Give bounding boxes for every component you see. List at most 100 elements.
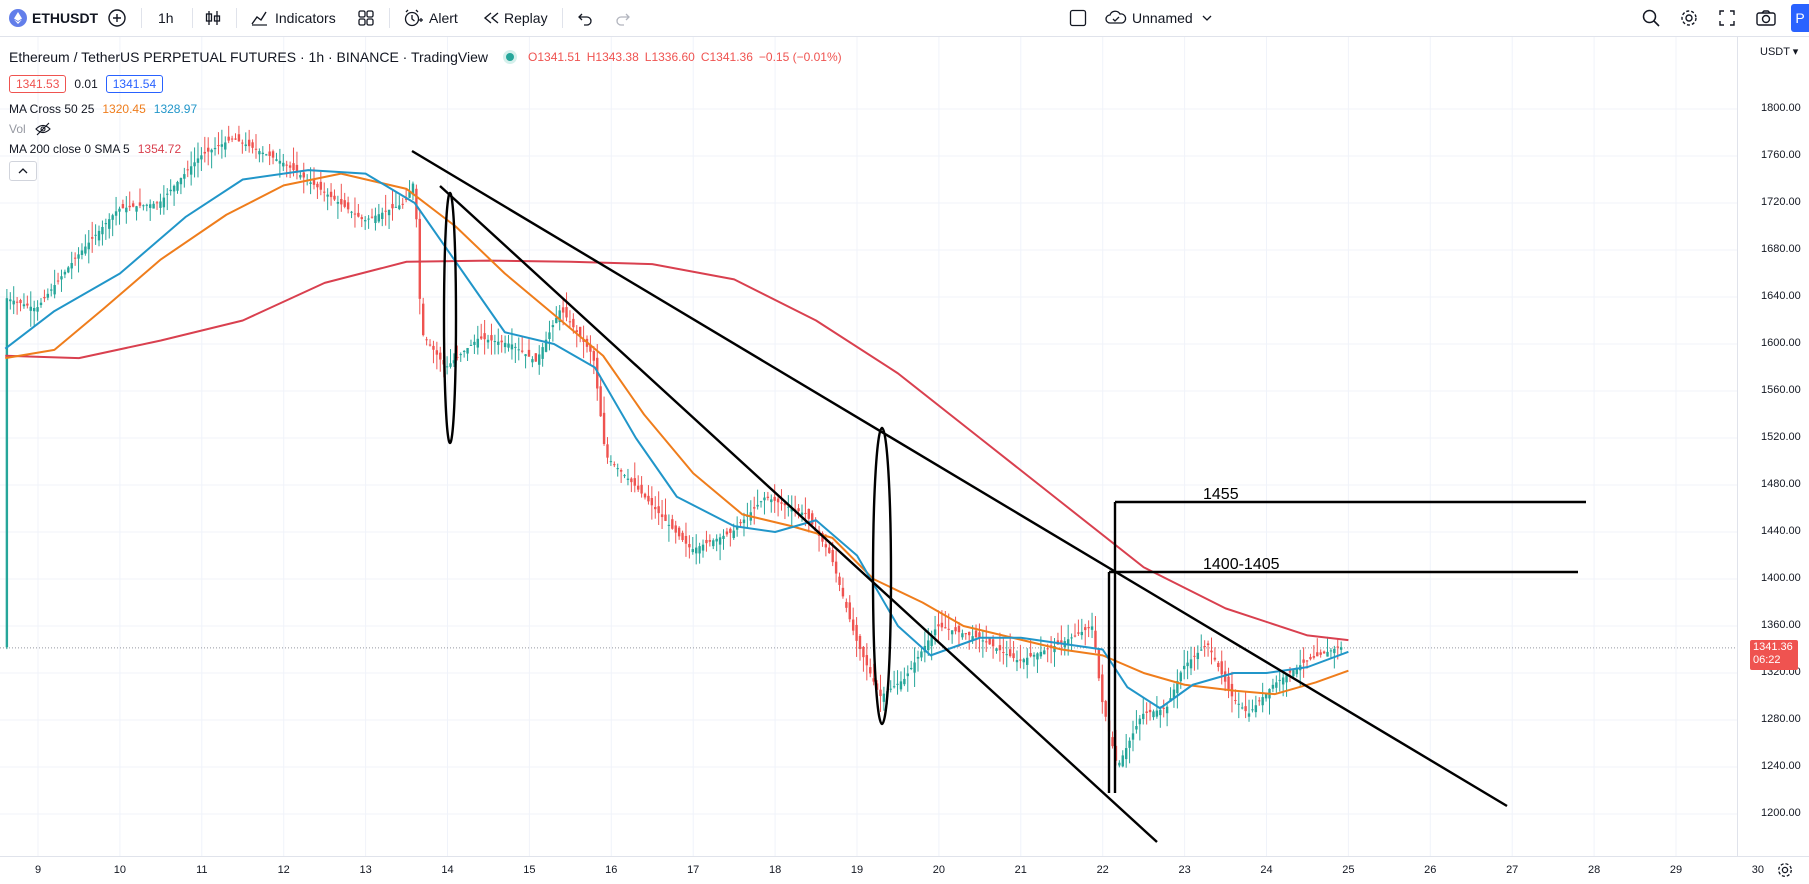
candle-body [1111,737,1114,747]
rewind-icon [483,12,499,24]
candle-body [640,484,643,494]
candle-body [735,526,739,530]
toolbar-divider [192,8,193,28]
volume-legend[interactable]: Vol [9,119,842,139]
candle-body [53,285,56,295]
candle-body [374,215,377,224]
candle-body [172,185,176,192]
candle-body [135,206,138,212]
alert-button[interactable]: Alert [402,0,458,36]
settings-button[interactable] [1679,0,1699,36]
trend-line-upper [411,149,1508,808]
candle-body [108,219,111,229]
eye-hidden-icon[interactable] [34,122,52,136]
candle-body [797,508,800,512]
candle-body [73,257,77,259]
candle-body [664,514,667,521]
candle-body [1124,748,1128,760]
redo-button[interactable] [614,0,632,36]
price-chart[interactable]: 1455 1400-1405 [0,37,1759,860]
candle-body [1309,656,1312,660]
price-tick-label: 1560.00 [1761,384,1801,396]
snapshot-button[interactable] [1755,0,1777,36]
publish-button[interactable]: P [1791,4,1809,32]
candle-body [933,629,937,636]
candle-body [90,237,94,239]
candle-body [394,206,398,208]
currency-selector[interactable]: USDT ▾ [1760,46,1799,58]
search-icon [1642,9,1660,27]
candle-body [87,242,90,250]
candle-body [295,164,299,173]
indicators-button[interactable]: Indicators [249,0,336,36]
level-label-1455: 1455 [1203,486,1239,503]
symbol-title: Ethereum / TetherUS PERPETUAL FUTURES · … [9,49,489,65]
candle-body [964,633,967,635]
compare-add-button[interactable] [107,0,127,36]
undo-button[interactable] [576,0,594,36]
candle-body [985,641,988,643]
candle-body [271,151,275,158]
ma200-legend[interactable]: MA 200 close 0 SMA 5 1354.72 [9,139,842,159]
candle-body [1234,700,1237,702]
candle-body [70,263,73,269]
candle-body [346,202,350,210]
price-tick-label: 1240.00 [1761,760,1801,772]
candle-body [299,175,302,178]
candle-body [855,624,858,641]
candle-body [193,162,196,167]
sell-button[interactable]: 1341.53 [9,75,67,93]
candle-body [1012,653,1015,659]
candle-body [1077,632,1080,634]
candle-body [1162,707,1165,709]
candle-body [432,345,435,350]
candle-body [712,540,715,547]
candle-body [845,601,848,608]
time-scale[interactable]: 9 10 11 12 13 14 15 16 17 18 19 20 21 22 23 24 25 26 27 28 2… [0,856,1809,884]
candle-body [510,344,514,350]
candle-body [1258,700,1261,702]
level-label-1400-1405: 1400-1405 [1203,556,1280,573]
candle-body [974,630,978,638]
ma-fast-line [4,169,1349,710]
buy-button[interactable]: 1341.54 [105,75,164,93]
candle-body [773,496,776,501]
gear-icon[interactable] [1776,861,1794,879]
layout-checkbox[interactable] [1068,0,1088,36]
candle-body [1066,639,1070,644]
layout-name-button[interactable]: Unnamed [1104,0,1215,36]
replay-button[interactable]: Replay [482,0,548,36]
candle-body [684,535,688,544]
candle-body [104,223,108,225]
candle-body [350,211,353,213]
ma-cross-legend[interactable]: MA Cross 50 25 1320.45 1328.97 [9,99,842,119]
candle-body [391,203,394,209]
candle-body [944,627,947,629]
trend-line-lower [439,185,1158,843]
templates-button[interactable] [356,0,376,36]
collapse-legend-button[interactable] [9,161,842,181]
interval-button[interactable]: 1h [158,0,174,36]
fullscreen-button[interactable] [1717,0,1737,36]
gear-icon [1681,10,1697,26]
price-scale[interactable]: USDT ▾ 1800.00 1760.00 1720.00 1680.00 1640.… [1737,37,1809,860]
time-tick-label: 16 [605,864,618,876]
candle-body [507,343,510,348]
chart-type-button[interactable] [203,0,223,36]
candle-body [947,628,950,630]
candle-body [46,293,50,298]
candle-body [551,325,555,328]
candle-body [660,514,664,518]
candle-body [234,138,237,140]
candle-body [319,181,323,190]
candle-body [718,537,722,545]
candle-body [892,686,896,688]
candle-body [452,360,456,364]
replay-label: Replay [504,10,548,26]
search-button[interactable] [1641,0,1661,36]
candle-body [196,158,200,163]
candle-body [732,530,735,538]
undo-icon [578,13,592,26]
symbol-search[interactable]: ETHUSDT [9,0,98,36]
chart-pane[interactable]: 1455 1400-1405 [0,37,1759,860]
